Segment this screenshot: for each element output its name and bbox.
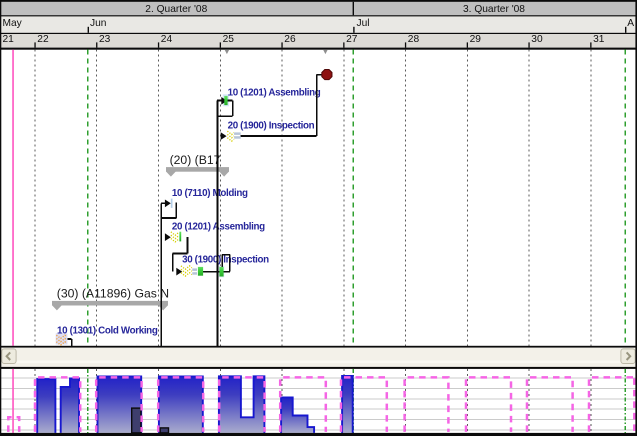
svg-text:2. Quarter '08: 2. Quarter '08 — [145, 4, 207, 15]
svg-text:May: May — [3, 18, 23, 29]
svg-text:A: A — [627, 18, 634, 29]
svg-text:23: 23 — [99, 34, 111, 45]
svg-text:27: 27 — [346, 34, 358, 45]
svg-text:10 (7110) Molding: 10 (7110) Molding — [172, 188, 248, 199]
svg-text:22: 22 — [37, 34, 49, 45]
svg-text:(30) (A11896) Gas N: (30) (A11896) Gas N — [57, 287, 169, 301]
svg-text:24: 24 — [161, 34, 173, 45]
svg-text:10 (1301) Cold Working: 10 (1301) Cold Working — [57, 325, 158, 336]
svg-text:Jul: Jul — [357, 18, 370, 29]
svg-text:31: 31 — [593, 34, 605, 45]
svg-text:21: 21 — [3, 34, 15, 45]
svg-text:20 (1201) Assembling: 20 (1201) Assembling — [172, 222, 265, 233]
svg-text:20 (1900) Inspection: 20 (1900) Inspection — [228, 121, 315, 132]
svg-text:30 (1900) Inspection: 30 (1900) Inspection — [182, 254, 269, 265]
svg-text:28: 28 — [408, 34, 420, 45]
svg-text:26: 26 — [284, 34, 296, 45]
svg-text:(20) (B17: (20) (B17 — [170, 153, 221, 167]
svg-text:10 (1201) Assembling: 10 (1201) Assembling — [228, 87, 321, 98]
svg-text:Jun: Jun — [90, 18, 106, 29]
svg-text:3. Quarter '08: 3. Quarter '08 — [463, 4, 525, 15]
svg-text:30: 30 — [531, 34, 543, 45]
svg-text:25: 25 — [223, 34, 235, 45]
svg-text:29: 29 — [470, 34, 482, 45]
